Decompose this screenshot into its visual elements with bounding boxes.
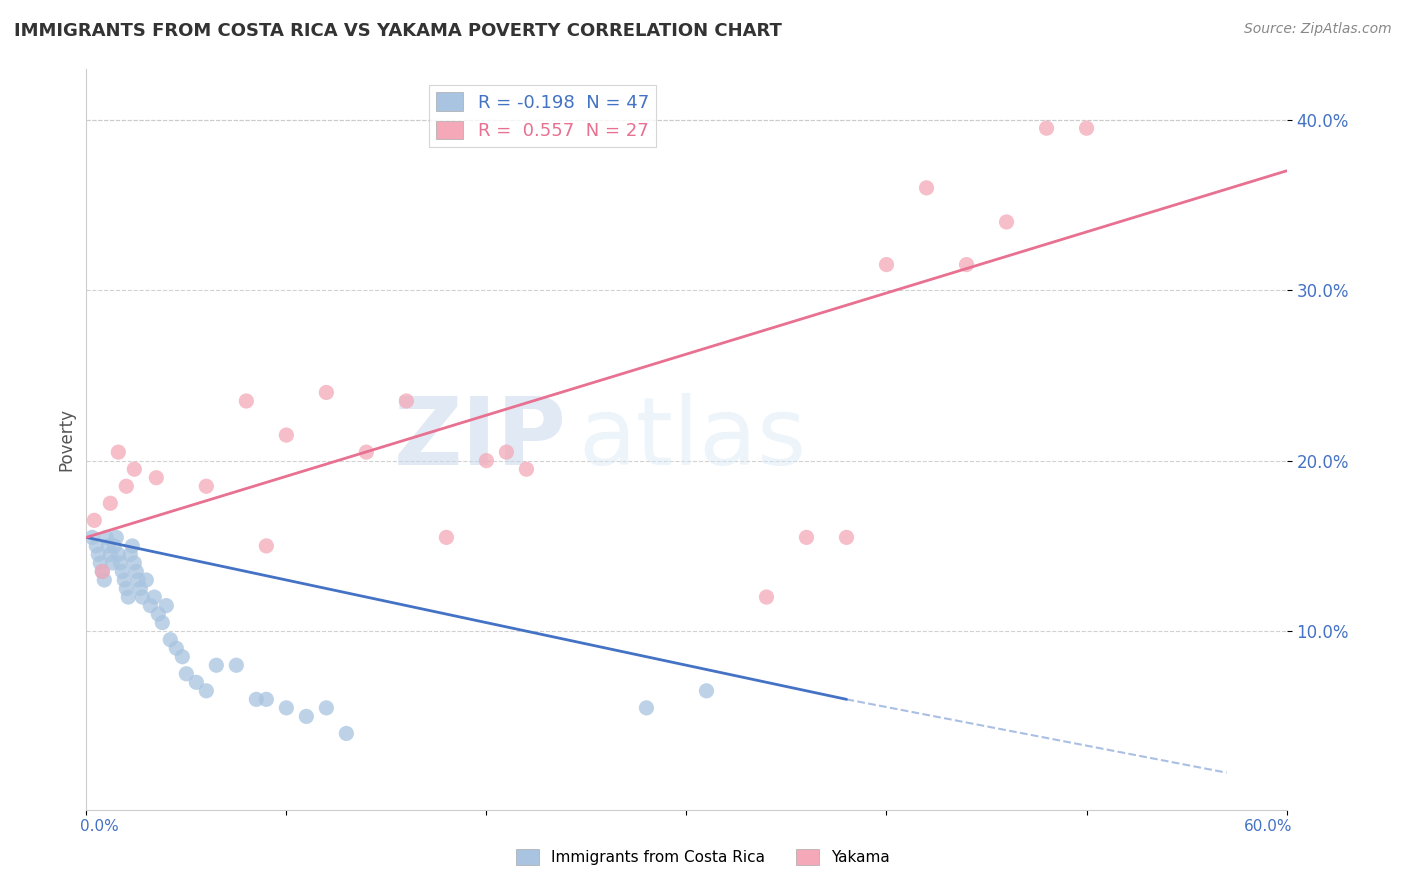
Point xyxy=(636,701,658,715)
Point xyxy=(254,692,277,706)
Point xyxy=(755,590,778,604)
Point xyxy=(315,701,337,715)
Point xyxy=(1035,121,1057,136)
Point xyxy=(83,513,105,527)
Point xyxy=(121,539,143,553)
Point xyxy=(89,556,111,570)
Point xyxy=(159,632,181,647)
Point xyxy=(876,258,898,272)
Point xyxy=(125,565,148,579)
Point xyxy=(98,496,121,510)
Point xyxy=(495,445,517,459)
Point xyxy=(176,666,198,681)
Point xyxy=(172,649,194,664)
Point xyxy=(107,445,129,459)
Point xyxy=(112,573,135,587)
Point xyxy=(143,590,166,604)
Point xyxy=(145,471,167,485)
Point xyxy=(110,556,132,570)
Point xyxy=(115,479,138,493)
Point xyxy=(93,573,115,587)
Point xyxy=(276,428,298,442)
Point xyxy=(295,709,318,723)
Text: 60.0%: 60.0% xyxy=(1244,819,1292,834)
Point xyxy=(955,258,977,272)
Point xyxy=(915,181,938,195)
Point xyxy=(205,658,228,673)
Point xyxy=(91,565,114,579)
Point xyxy=(335,726,357,740)
Point xyxy=(91,565,114,579)
Point xyxy=(135,573,157,587)
Point xyxy=(796,530,818,544)
Point xyxy=(103,539,125,553)
Point xyxy=(245,692,267,706)
Point xyxy=(120,548,142,562)
Point xyxy=(395,394,418,409)
Legend: Immigrants from Costa Rica, Yakama: Immigrants from Costa Rica, Yakama xyxy=(510,843,896,871)
Text: Source: ZipAtlas.com: Source: ZipAtlas.com xyxy=(1244,22,1392,37)
Point xyxy=(98,548,121,562)
Point xyxy=(835,530,858,544)
Point xyxy=(107,548,129,562)
Point xyxy=(82,530,104,544)
Point xyxy=(165,641,187,656)
Point xyxy=(124,462,146,476)
Point xyxy=(148,607,170,621)
Point xyxy=(84,539,107,553)
Legend: R = -0.198  N = 47, R =  0.557  N = 27: R = -0.198 N = 47, R = 0.557 N = 27 xyxy=(429,85,657,147)
Point xyxy=(1076,121,1098,136)
Y-axis label: Poverty: Poverty xyxy=(58,408,75,471)
Point xyxy=(97,539,120,553)
Point xyxy=(276,701,298,715)
Point xyxy=(434,530,457,544)
Point xyxy=(195,479,218,493)
Point xyxy=(235,394,257,409)
Point xyxy=(186,675,208,690)
Point xyxy=(105,530,128,544)
Point xyxy=(225,658,247,673)
Point xyxy=(101,556,124,570)
Point xyxy=(995,215,1018,229)
Point xyxy=(124,556,146,570)
Point xyxy=(475,453,498,467)
Point xyxy=(315,385,337,400)
Point xyxy=(87,548,110,562)
Point xyxy=(127,573,149,587)
Point xyxy=(131,590,153,604)
Point xyxy=(695,683,717,698)
Point xyxy=(111,565,134,579)
Text: 0.0%: 0.0% xyxy=(80,819,120,834)
Text: IMMIGRANTS FROM COSTA RICA VS YAKAMA POVERTY CORRELATION CHART: IMMIGRANTS FROM COSTA RICA VS YAKAMA POV… xyxy=(14,22,782,40)
Point xyxy=(115,582,138,596)
Point xyxy=(356,445,378,459)
Point xyxy=(129,582,152,596)
Text: ZIP: ZIP xyxy=(394,393,567,485)
Point xyxy=(254,539,277,553)
Point xyxy=(195,683,218,698)
Point xyxy=(155,599,177,613)
Point xyxy=(515,462,537,476)
Point xyxy=(139,599,162,613)
Point xyxy=(150,615,173,630)
Text: atlas: atlas xyxy=(578,393,807,485)
Point xyxy=(96,530,118,544)
Point xyxy=(117,590,139,604)
